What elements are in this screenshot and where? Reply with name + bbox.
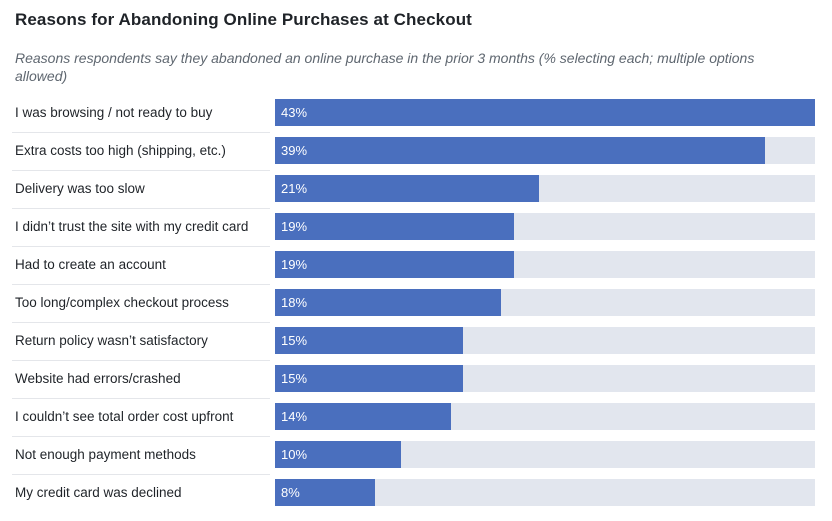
category-label: Extra costs too high (shipping, etc.) (15, 143, 226, 158)
bar-row: Delivery was too slow 21% (0, 170, 832, 208)
data-label: 15% (281, 371, 308, 386)
bar-track: 19% (275, 251, 815, 278)
row-divider (12, 322, 270, 323)
bar-track: 39% (275, 137, 815, 164)
row-divider (12, 436, 270, 437)
bar (275, 403, 451, 430)
bar (275, 137, 765, 164)
bar-row: Had to create an account 19% (0, 246, 832, 284)
row-divider (12, 246, 270, 247)
category-label: Return policy wasn’t satisfactory (15, 333, 208, 348)
bar-track: 19% (275, 213, 815, 240)
bar-row: My credit card was declined 8% (0, 474, 832, 512)
bar (275, 99, 815, 126)
bar-track: 15% (275, 365, 815, 392)
data-label: 10% (281, 447, 308, 462)
bar-row: Return policy wasn’t satisfactory 15% (0, 322, 832, 360)
data-label: 43% (281, 105, 308, 120)
data-label: 19% (281, 257, 308, 272)
category-label: I didn’t trust the site with my credit c… (15, 219, 249, 234)
bar-track: 18% (275, 289, 815, 316)
bar-track: 15% (275, 327, 815, 354)
bar-track: 14% (275, 403, 815, 430)
bar (275, 213, 514, 240)
data-label: 39% (281, 143, 308, 158)
bar-track: 10% (275, 441, 815, 468)
bar (275, 289, 501, 316)
category-label: My credit card was declined (15, 485, 182, 500)
data-label: 18% (281, 295, 308, 310)
bar-track: 21% (275, 175, 815, 202)
data-label: 15% (281, 333, 308, 348)
data-label: 8% (281, 485, 300, 500)
row-divider (12, 284, 270, 285)
bar-row: I was browsing / not ready to buy 43% (0, 94, 832, 132)
row-divider (12, 360, 270, 361)
row-divider (12, 398, 270, 399)
bar (275, 479, 375, 506)
bar-row: Website had errors/crashed 15% (0, 360, 832, 398)
bar (275, 441, 401, 468)
chart-title: Reasons for Abandoning Online Purchases … (15, 10, 472, 29)
data-label: 14% (281, 409, 308, 424)
bar (275, 365, 463, 392)
bar-row: I didn’t trust the site with my credit c… (0, 208, 832, 246)
row-divider (12, 208, 270, 209)
bar (275, 251, 514, 278)
bar-track: 8% (275, 479, 815, 506)
category-label: Delivery was too slow (15, 181, 145, 196)
row-divider (12, 170, 270, 171)
row-divider (12, 474, 270, 475)
data-label: 21% (281, 181, 308, 196)
bar-row: Extra costs too high (shipping, etc.) 39% (0, 132, 832, 170)
bar-row: Not enough payment methods 10% (0, 436, 832, 474)
category-label: I couldn’t see total order cost upfront (15, 409, 234, 424)
chart-subtitle: Reasons respondents say they abandoned a… (15, 50, 755, 84)
data-label: 19% (281, 219, 308, 234)
category-label: Not enough payment methods (15, 447, 196, 462)
bar (275, 175, 539, 202)
category-label: Too long/complex checkout process (15, 295, 229, 310)
bar-row: I couldn’t see total order cost upfront 1… (0, 398, 832, 436)
bar-track: 43% (275, 99, 815, 126)
bar (275, 327, 463, 354)
row-divider (12, 132, 270, 133)
category-label: I was browsing / not ready to buy (15, 105, 213, 120)
category-label: Had to create an account (15, 257, 166, 272)
bar-row: Too long/complex checkout process 18% (0, 284, 832, 322)
category-label: Website had errors/crashed (15, 371, 181, 386)
